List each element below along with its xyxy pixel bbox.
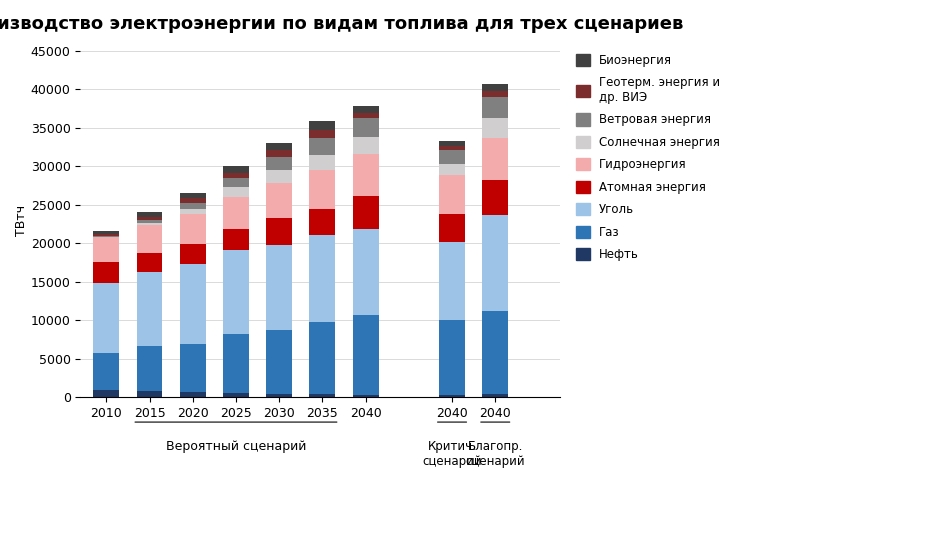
Bar (180, 244, 206, 264)
Bar (352, 138, 379, 154)
Bar (352, 196, 379, 229)
Bar (439, 164, 465, 176)
Bar (483, 311, 508, 394)
Bar (180, 209, 206, 214)
Bar (180, 198, 206, 203)
Bar (309, 170, 335, 209)
Bar (352, 118, 379, 138)
Bar (309, 130, 335, 138)
Bar (267, 245, 292, 330)
Legend: Биоэнергия, Геотерм. энергия и
др. ВИЭ, Ветровая энергия, Солнечная энергия, Гид: Биоэнергия, Геотерм. энергия и др. ВИЭ, … (571, 49, 725, 266)
Bar (93, 353, 119, 390)
Bar (352, 106, 379, 112)
Bar (483, 138, 508, 180)
Bar (267, 150, 292, 157)
Bar (352, 154, 379, 196)
Bar (267, 218, 292, 245)
Bar (309, 209, 335, 235)
Bar (223, 197, 248, 229)
Bar (267, 157, 292, 170)
Bar (136, 253, 163, 272)
Bar (223, 229, 248, 250)
Bar (309, 235, 335, 322)
Bar (267, 183, 292, 218)
Bar (223, 173, 248, 178)
Bar (483, 394, 508, 397)
Bar (223, 178, 248, 187)
Bar (223, 393, 248, 397)
Bar (483, 215, 508, 311)
Bar (352, 395, 379, 397)
Bar (309, 121, 335, 130)
Text: Критич.
сценарий: Критич. сценарий (423, 440, 482, 468)
Bar (267, 170, 292, 183)
Bar (267, 143, 292, 150)
Bar (180, 214, 206, 244)
Bar (136, 217, 163, 220)
Bar (483, 180, 508, 215)
Bar (439, 176, 465, 214)
Bar (309, 155, 335, 170)
Text: Вероятный сценарий: Вероятный сценарий (166, 440, 307, 453)
Bar (439, 214, 465, 241)
Y-axis label: ТВтч: ТВтч (15, 205, 28, 236)
Bar (483, 97, 508, 119)
Bar (93, 231, 119, 234)
Bar (267, 394, 292, 397)
Bar (352, 112, 379, 118)
Bar (136, 225, 163, 253)
Bar (136, 220, 163, 223)
Bar (352, 315, 379, 395)
Bar (93, 283, 119, 353)
Bar (136, 347, 163, 391)
Bar (483, 92, 508, 97)
Bar (267, 330, 292, 394)
Bar (180, 203, 206, 209)
Text: Благопр.
сценарий: Благопр. сценарий (466, 440, 526, 468)
Bar (223, 187, 248, 197)
Bar (93, 262, 119, 283)
Bar (439, 395, 465, 397)
Bar (223, 166, 248, 173)
Bar (136, 212, 163, 217)
Bar (180, 392, 206, 397)
Bar (93, 390, 119, 397)
Bar (439, 141, 465, 146)
Bar (439, 150, 465, 164)
Bar (439, 241, 465, 320)
Bar (136, 223, 163, 225)
Bar (439, 320, 465, 395)
Bar (93, 236, 119, 237)
Bar (309, 394, 335, 397)
Bar (439, 146, 465, 150)
Bar (136, 391, 163, 397)
Bar (483, 84, 508, 92)
Bar (93, 237, 119, 262)
Bar (483, 119, 508, 138)
Bar (223, 250, 248, 334)
Bar (180, 193, 206, 198)
Bar (136, 272, 163, 347)
Bar (223, 334, 248, 393)
Bar (93, 234, 119, 236)
Title: Производство электроэнергии по видам топлива для трех сценариев: Производство электроэнергии по видам топ… (0, 15, 684, 33)
Bar (309, 322, 335, 394)
Bar (180, 264, 206, 344)
Bar (180, 344, 206, 392)
Bar (352, 229, 379, 315)
Bar (309, 138, 335, 155)
